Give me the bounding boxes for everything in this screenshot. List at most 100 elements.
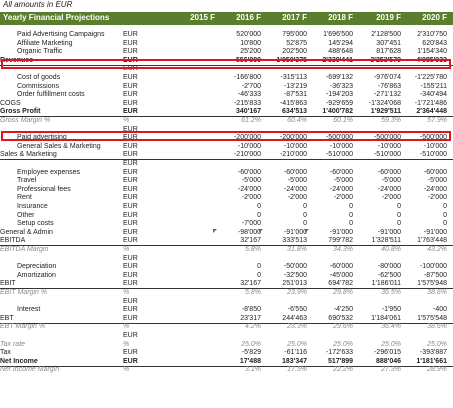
value-cell[interactable]: -60'000 [329, 263, 353, 271]
value-cell[interactable]: 25.0% [241, 340, 261, 348]
value-cell[interactable]: -2'000 [241, 194, 261, 202]
value-cell[interactable]: -1'225'780 [414, 74, 447, 81]
value-cell[interactable]: 38.6% [427, 289, 447, 296]
value-cell[interactable]: -393'887 [419, 349, 447, 357]
value-cell[interactable]: 36.5% [381, 289, 401, 296]
value-cell[interactable]: -5'000 [381, 177, 401, 185]
value-cell[interactable]: 0 [257, 203, 261, 210]
value-cell[interactable]: -500'000 [325, 134, 353, 142]
value-cell[interactable]: -8'850 [241, 306, 261, 314]
value-cell[interactable]: -200'000 [279, 134, 307, 142]
value-cell[interactable]: 0 [349, 203, 353, 210]
value-cell[interactable]: 23.3% [287, 323, 307, 331]
value-cell[interactable]: 5.8% [245, 289, 261, 296]
value-cell[interactable]: -210'000 [279, 151, 307, 159]
value-cell[interactable]: 0 [303, 220, 307, 228]
value-cell[interactable]: 2'364'448 [416, 108, 447, 116]
value-cell[interactable]: -210'000 [233, 151, 261, 159]
value-cell[interactable]: -172'633 [325, 349, 353, 357]
value-cell[interactable]: -91'000 [329, 228, 353, 236]
value-cell[interactable]: 40.8% [381, 246, 401, 253]
value-cell[interactable]: 520'000 [236, 31, 261, 38]
value-cell[interactable]: 0 [397, 203, 401, 210]
value-cell[interactable]: -24'000 [237, 185, 261, 193]
value-cell[interactable]: -200'000 [233, 134, 261, 142]
value-cell[interactable]: 4'085'933 [416, 56, 447, 64]
value-cell[interactable]: 2'128'500 [371, 31, 401, 38]
value-cell[interactable]: 43.2% [427, 246, 447, 253]
value-cell[interactable]: 0 [397, 220, 401, 228]
value-cell[interactable]: -98'000 [237, 228, 261, 236]
value-cell[interactable]: -500'000 [373, 134, 401, 142]
value-cell[interactable]: 1'186'011 [371, 280, 401, 288]
value-cell[interactable]: 5.8% [245, 246, 261, 253]
value-cell[interactable]: -2'000 [381, 194, 401, 202]
value-cell[interactable]: 0 [257, 271, 261, 279]
value-cell[interactable]: 202'500 [282, 48, 307, 56]
value-cell[interactable]: 25.0% [333, 340, 353, 348]
value-cell[interactable]: -5'000 [241, 177, 261, 185]
value-cell[interactable]: 251'013 [282, 280, 307, 288]
value-cell[interactable]: -5'000 [287, 177, 307, 185]
value-cell[interactable]: 0 [257, 211, 261, 219]
value-cell[interactable]: -1'950 [381, 306, 401, 314]
value-cell[interactable]: 145'294 [328, 39, 353, 47]
value-cell[interactable]: 25'200 [240, 48, 261, 56]
value-cell[interactable]: -194'203 [325, 91, 353, 99]
value-cell[interactable]: 488'648 [328, 48, 353, 56]
value-cell[interactable]: -510'000 [419, 151, 447, 159]
value-cell[interactable]: 34.3% [333, 246, 353, 253]
value-cell[interactable]: -5'829 [241, 349, 261, 357]
value-cell[interactable]: -24'000 [283, 185, 307, 193]
value-cell[interactable]: 10'800 [240, 39, 261, 47]
value-cell[interactable]: 1'154'340 [417, 48, 447, 56]
value-cell[interactable]: -46'333 [237, 91, 261, 99]
value-cell[interactable]: 1'400'782 [322, 108, 353, 116]
value-cell[interactable]: -5'000 [427, 177, 447, 185]
value-cell[interactable]: -13'219 [283, 82, 307, 90]
value-cell[interactable]: -929'659 [325, 99, 353, 107]
value-cell[interactable]: 0 [303, 211, 307, 219]
value-cell[interactable]: 0 [443, 220, 447, 228]
value-cell[interactable]: 1'050'375 [276, 56, 307, 64]
value-cell[interactable]: 61.2% [241, 117, 261, 124]
value-cell[interactable]: 23.9% [287, 289, 307, 296]
value-cell[interactable]: -50'000 [283, 263, 307, 271]
value-cell[interactable]: 38.6% [427, 323, 447, 331]
value-cell[interactable]: -2'700 [241, 82, 261, 90]
value-cell[interactable]: -166'800 [233, 74, 261, 81]
value-cell[interactable]: -24'000 [423, 185, 447, 193]
value-cell[interactable]: 634'513 [281, 108, 307, 116]
value-cell[interactable]: -60'000 [377, 168, 401, 176]
value-cell[interactable]: 0 [397, 211, 401, 219]
value-cell[interactable]: -2'000 [333, 194, 353, 202]
value-cell[interactable]: 29.6% [333, 323, 353, 331]
value-cell[interactable]: -7'000 [241, 220, 261, 228]
value-cell[interactable]: -10'000 [283, 142, 307, 150]
value-cell[interactable]: 3'253'579 [370, 56, 401, 64]
value-cell[interactable]: -400 [432, 306, 447, 314]
value-cell[interactable]: 690'532 [328, 314, 353, 322]
value-cell[interactable]: 799'782 [328, 237, 353, 245]
value-cell[interactable]: -60'000 [423, 168, 447, 176]
value-cell[interactable]: -61'116 [284, 349, 307, 357]
value-cell[interactable]: 694'782 [328, 280, 353, 288]
value-cell[interactable]: 888'046 [375, 357, 401, 365]
value-cell[interactable]: 0 [257, 263, 261, 271]
value-cell[interactable]: 60.1% [333, 117, 353, 124]
value-cell[interactable]: 1'763'448 [417, 237, 447, 245]
value-cell[interactable]: -500'000 [419, 134, 447, 142]
value-cell[interactable]: -60'000 [329, 168, 353, 176]
value-cell[interactable]: 1'696'500 [323, 31, 353, 38]
value-cell[interactable]: 340'167 [235, 108, 261, 116]
value-cell[interactable]: -91'000 [377, 228, 401, 236]
value-cell[interactable]: -155'211 [420, 82, 447, 90]
value-cell[interactable]: 183'347 [281, 357, 307, 365]
value-cell[interactable]: -60'000 [283, 168, 307, 176]
value-cell[interactable]: 795'000 [282, 31, 307, 38]
value-cell[interactable]: -4'250 [333, 306, 353, 314]
value-cell[interactable]: -87'531 [283, 91, 307, 99]
value-cell[interactable]: 1'575'948 [417, 280, 447, 288]
value-cell[interactable]: -80'000 [377, 263, 401, 271]
value-cell[interactable]: 27.3% [381, 366, 401, 374]
